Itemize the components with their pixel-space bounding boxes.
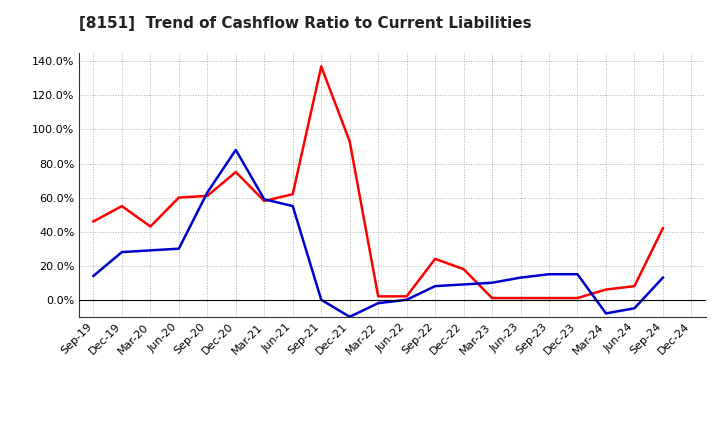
- Operating CF to Current Liabilities: [459, 267, 468, 272]
- Free CF to Current Liabilities: [431, 283, 439, 289]
- Text: [8151]  Trend of Cashflow Ratio to Current Liabilities: [8151] Trend of Cashflow Ratio to Curren…: [79, 16, 532, 31]
- Free CF to Current Liabilities: [374, 301, 382, 306]
- Free CF to Current Liabilities: [516, 275, 525, 280]
- Operating CF to Current Liabilities: [402, 294, 411, 299]
- Free CF to Current Liabilities: [602, 311, 611, 316]
- Free CF to Current Liabilities: [89, 273, 98, 279]
- Free CF to Current Liabilities: [317, 297, 325, 302]
- Operating CF to Current Liabilities: [203, 193, 212, 198]
- Operating CF to Current Liabilities: [431, 256, 439, 261]
- Operating CF to Current Liabilities: [659, 226, 667, 231]
- Free CF to Current Liabilities: [402, 297, 411, 302]
- Operating CF to Current Liabilities: [317, 64, 325, 69]
- Operating CF to Current Liabilities: [174, 195, 183, 200]
- Free CF to Current Liabilities: [630, 306, 639, 311]
- Operating CF to Current Liabilities: [146, 224, 155, 229]
- Free CF to Current Liabilities: [573, 271, 582, 277]
- Free CF to Current Liabilities: [174, 246, 183, 251]
- Free CF to Current Liabilities: [459, 282, 468, 287]
- Operating CF to Current Liabilities: [117, 203, 126, 209]
- Free CF to Current Liabilities: [232, 147, 240, 153]
- Operating CF to Current Liabilities: [232, 169, 240, 175]
- Operating CF to Current Liabilities: [346, 139, 354, 144]
- Operating CF to Current Liabilities: [260, 198, 269, 204]
- Free CF to Current Liabilities: [203, 190, 212, 195]
- Operating CF to Current Liabilities: [374, 294, 382, 299]
- Operating CF to Current Liabilities: [289, 191, 297, 197]
- Free CF to Current Liabilities: [260, 197, 269, 202]
- Operating CF to Current Liabilities: [516, 295, 525, 301]
- Free CF to Current Liabilities: [659, 275, 667, 280]
- Line: Operating CF to Current Liabilities: Operating CF to Current Liabilities: [94, 66, 663, 298]
- Operating CF to Current Liabilities: [89, 219, 98, 224]
- Line: Free CF to Current Liabilities: Free CF to Current Liabilities: [94, 150, 663, 317]
- Free CF to Current Liabilities: [146, 248, 155, 253]
- Operating CF to Current Liabilities: [630, 283, 639, 289]
- Free CF to Current Liabilities: [289, 203, 297, 209]
- Operating CF to Current Liabilities: [602, 287, 611, 292]
- Free CF to Current Liabilities: [545, 271, 554, 277]
- Operating CF to Current Liabilities: [545, 295, 554, 301]
- Free CF to Current Liabilities: [346, 314, 354, 319]
- Operating CF to Current Liabilities: [487, 295, 496, 301]
- Free CF to Current Liabilities: [487, 280, 496, 286]
- Operating CF to Current Liabilities: [573, 295, 582, 301]
- Free CF to Current Liabilities: [117, 249, 126, 255]
